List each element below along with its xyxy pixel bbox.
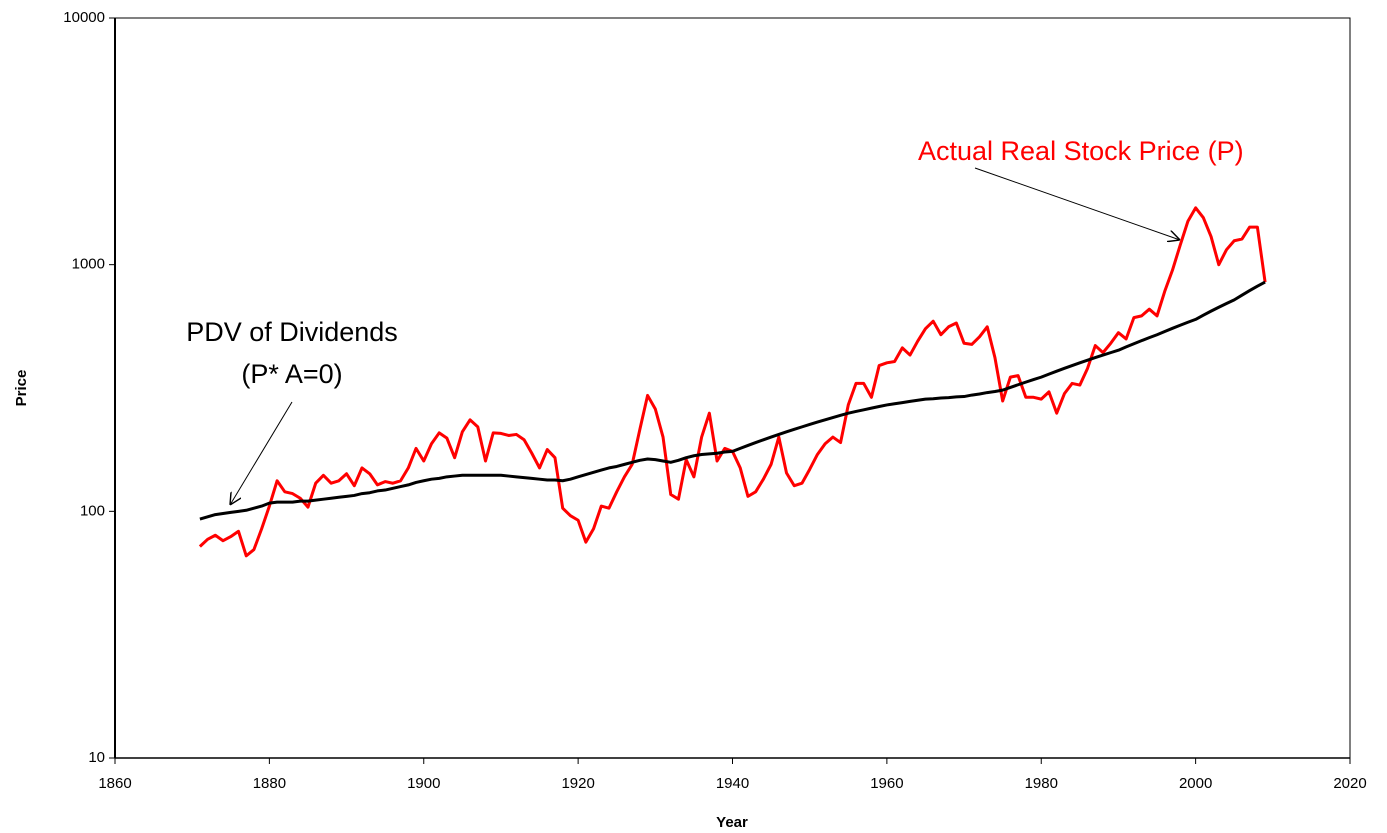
y-axis-title: Price [13, 370, 30, 407]
series-line [199, 280, 1266, 521]
y-tick-label: 100 [80, 502, 105, 519]
y-tick-label: 1000 [72, 256, 105, 273]
annotation: (P* A=0) [241, 359, 342, 389]
x-tick-label: 1920 [561, 775, 594, 792]
x-tick-label: 1900 [407, 775, 440, 792]
x-tick-label: 2020 [1333, 775, 1366, 792]
annotation-arrow [974, 167, 1180, 240]
annotation-arrow [230, 401, 293, 505]
y-tick-label: 10000 [63, 9, 105, 26]
x-tick-label: 1960 [870, 775, 903, 792]
annotation: Actual Real Stock Price (P) [918, 136, 1244, 166]
x-tick-label: 1860 [98, 775, 131, 792]
y-tick-label: 10 [88, 749, 105, 766]
x-tick-label: 1880 [253, 775, 286, 792]
x-axis-title: Year [716, 814, 748, 831]
series-line [198, 206, 1267, 558]
x-tick-label: 2000 [1179, 775, 1212, 792]
x-tick-label: 1980 [1025, 775, 1058, 792]
annotation: PDV of Dividends [186, 317, 398, 347]
x-tick-label: 1940 [716, 775, 749, 792]
